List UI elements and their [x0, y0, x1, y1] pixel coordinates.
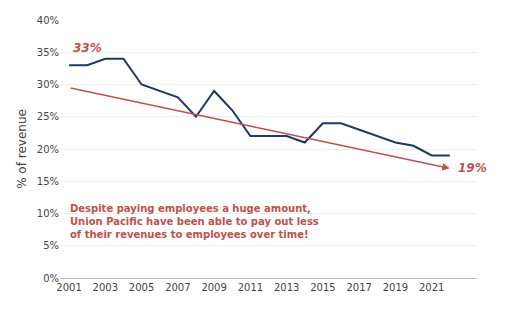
svg-text:2005: 2005 [129, 282, 154, 293]
svg-text:2019: 2019 [383, 282, 408, 293]
svg-text:33%: 33% [73, 41, 102, 55]
svg-text:15%: 15% [37, 176, 59, 187]
svg-text:25%: 25% [37, 111, 59, 122]
svg-text:20%: 20% [37, 144, 59, 155]
svg-text:2001: 2001 [56, 282, 81, 293]
svg-text:10%: 10% [37, 208, 59, 219]
svg-text:2007: 2007 [165, 282, 190, 293]
svg-text:2011: 2011 [238, 282, 263, 293]
svg-text:Despite paying employees a hug: Despite paying employees a huge amount,U… [70, 203, 319, 240]
svg-text:35%: 35% [37, 47, 59, 58]
svg-text:2013: 2013 [274, 282, 299, 293]
svg-text:19%: 19% [458, 161, 487, 175]
svg-text:5%: 5% [43, 240, 59, 251]
svg-text:0%: 0% [43, 273, 59, 284]
svg-text:30%: 30% [37, 79, 59, 90]
svg-text:2017: 2017 [346, 282, 371, 293]
svg-text:40%: 40% [37, 15, 59, 26]
svg-text:2015: 2015 [310, 282, 335, 293]
svg-text:2021: 2021 [419, 282, 444, 293]
svg-text:2009: 2009 [201, 282, 226, 293]
svg-text:% of revenue: % of revenue [15, 109, 29, 189]
svg-text:2003: 2003 [93, 282, 118, 293]
